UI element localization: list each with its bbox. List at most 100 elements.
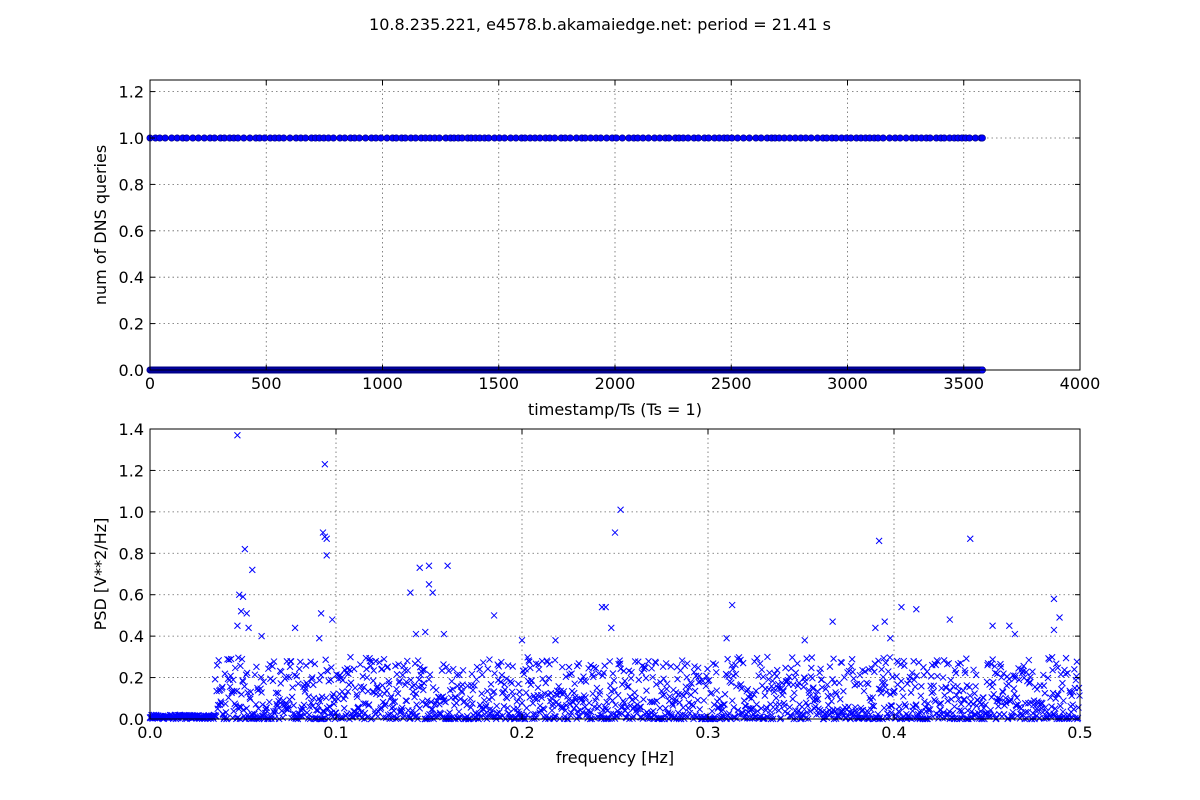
psd-point: [708, 707, 716, 715]
psd-peak-point: [425, 562, 433, 570]
psd-peak-point: [234, 431, 241, 439]
psd-point: [683, 673, 691, 681]
psd-point: [1058, 685, 1065, 693]
psd-point: [609, 697, 616, 704]
psd-point: [694, 696, 702, 704]
psd-point: [675, 690, 682, 698]
psd-point: [638, 669, 646, 676]
psd-peak-point: [617, 506, 624, 514]
bottom-ytick-label: 0.6: [119, 586, 144, 605]
psd-point: [289, 684, 296, 691]
psd-point: [941, 691, 948, 699]
psd-point: [350, 665, 358, 673]
psd-point: [515, 680, 522, 688]
psd-point: [1033, 685, 1041, 693]
psd-point: [1013, 694, 1021, 702]
psd-point: [322, 694, 330, 702]
psd-point: [907, 689, 915, 696]
psd-point: [568, 670, 575, 677]
psd-point: [590, 663, 598, 671]
psd-peak-point: [518, 636, 526, 644]
query-point: [740, 134, 748, 142]
psd-peak-point: [989, 622, 996, 630]
psd-point: [359, 673, 367, 680]
psd-point: [534, 684, 542, 691]
query-point: [161, 134, 169, 142]
psd-point: [469, 686, 477, 694]
bottom-ytick-label: 0.8: [119, 544, 144, 563]
psd-point: [619, 697, 627, 705]
psd-point: [724, 655, 731, 663]
psd-point: [408, 683, 416, 691]
psd-point: [902, 703, 910, 710]
psd-point: [954, 682, 961, 690]
psd-peak-point: [243, 610, 251, 617]
psd-point: [887, 702, 895, 709]
psd-point: [384, 663, 392, 671]
psd-point: [704, 665, 711, 673]
psd-peak-point: [898, 603, 905, 611]
psd-point: [390, 707, 398, 715]
top-ytick-label: 1.0: [119, 129, 144, 148]
psd-point: [316, 676, 323, 684]
psd-point: [674, 675, 681, 683]
psd-point: [625, 683, 632, 690]
bottom-plot-xlabel: frequency [Hz]: [556, 748, 674, 767]
psd-point: [840, 687, 847, 695]
top-plot-marks: [146, 134, 986, 374]
figure-title: 10.8.235.221, e4578.b.akamaiedge.net: pe…: [369, 15, 831, 34]
psd-peak-point: [328, 616, 336, 623]
psd-point: [293, 672, 301, 680]
psd-point: [867, 706, 875, 714]
top-plot-xlabel: timestamp/Ts (Ts = 1): [528, 400, 702, 419]
psd-point: [627, 674, 635, 682]
psd-point: [845, 703, 852, 711]
psd-point: [523, 704, 531, 712]
psd-point: [790, 689, 798, 697]
psd-point: [775, 701, 783, 708]
psd-point: [265, 698, 273, 706]
psd-point: [585, 664, 593, 672]
psd-point: [378, 665, 386, 673]
bottom-xtick-label: 0.1: [323, 723, 348, 742]
query-point: [246, 134, 254, 142]
psd-point: [1060, 697, 1067, 705]
top-xtick-label: 2000: [595, 374, 636, 393]
psd-peak-point: [728, 601, 736, 609]
psd-point: [509, 692, 517, 700]
psd-point: [878, 666, 885, 673]
psd-point: [817, 665, 824, 673]
psd-point: [884, 668, 892, 675]
query-point: [501, 134, 509, 142]
psd-point: [1029, 668, 1036, 675]
psd-peak-point: [237, 607, 245, 615]
psd-point: [379, 682, 386, 689]
psd-peak-point: [607, 624, 615, 632]
psd-point: [528, 677, 536, 684]
psd-point: [551, 656, 559, 664]
psd-point: [305, 693, 312, 701]
query-point: [644, 134, 652, 142]
psd-point: [851, 681, 859, 689]
psd-point: [826, 663, 834, 670]
psd-point: [286, 663, 294, 671]
query-point: [705, 134, 713, 142]
psd-point: [229, 676, 237, 684]
psd-point: [1073, 658, 1081, 666]
psd-point: [712, 668, 720, 676]
psd-peak-point: [829, 618, 836, 625]
top-ytick-label: 0.4: [119, 268, 144, 287]
psd-point: [849, 668, 857, 676]
psd-point: [807, 664, 815, 672]
top-plot-ticks: 0 500 1000 1500 2000 2500 3000 3500 4000 0.0 0.2 0.…: [119, 80, 1100, 393]
psd-point: [1025, 656, 1033, 664]
psd-point: [947, 676, 955, 684]
psd-point: [369, 677, 377, 685]
psd-point: [660, 675, 667, 683]
psd-point: [901, 701, 909, 708]
psd-point: [513, 698, 521, 705]
psd-point: [571, 680, 579, 688]
psd-peak-point: [912, 605, 920, 613]
psd-point: [904, 680, 911, 688]
psd-point: [575, 660, 583, 667]
